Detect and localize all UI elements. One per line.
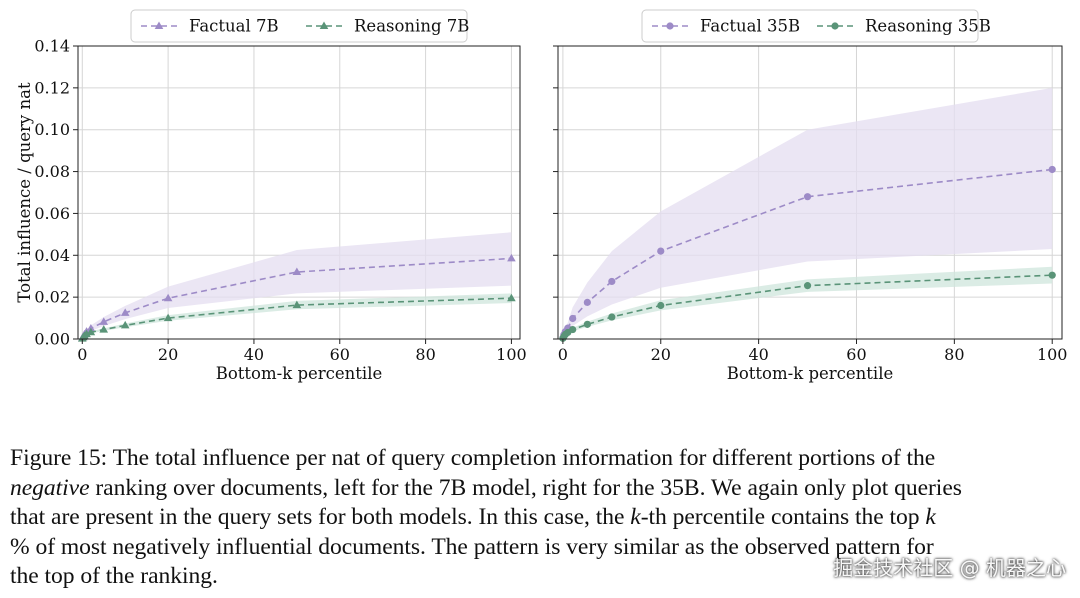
legend: Factual 35B Reasoning 35B <box>641 9 991 43</box>
data-point <box>657 247 665 255</box>
caption-line-3b: -th percentile contains the top <box>640 504 926 530</box>
data-point <box>608 313 616 321</box>
data-point <box>120 308 130 316</box>
data-point <box>99 325 109 333</box>
legend-label: Factual 7B <box>189 17 279 36</box>
data-point <box>507 253 516 262</box>
legend-marker <box>831 22 839 30</box>
figure: 0 20 40 60 80 100 0.00 0.02 0.04 0.06 0.08 0.10 0.12… <box>15 9 1068 383</box>
x-tick-label: 20 <box>158 345 178 364</box>
data-point <box>569 325 577 334</box>
data-point <box>803 282 812 290</box>
x-tick-label: 0 <box>77 345 87 364</box>
data-point <box>1048 165 1056 174</box>
y-tick-label: 0.12 <box>34 78 70 97</box>
legend-box <box>130 9 468 43</box>
x-tick-label: 0 <box>558 345 568 364</box>
watermark: 掘金技术社区 @ 机器之心 <box>833 556 1066 580</box>
x-tick-label: 20 <box>651 345 671 364</box>
caption-k-var-2: k <box>925 504 936 530</box>
y-tick-label: 0.14 <box>34 37 70 56</box>
data-point <box>1048 271 1056 279</box>
legend-box <box>641 9 979 43</box>
x-tick-label: 40 <box>244 345 264 364</box>
confidence-band <box>82 293 512 339</box>
data-point <box>507 293 516 302</box>
legend-marker <box>319 21 329 29</box>
confidence-band <box>562 87 1053 339</box>
data-point <box>583 298 591 306</box>
x-tick-label: 100 <box>1037 345 1068 364</box>
y-axis-label: Total influence / query nat <box>15 82 34 303</box>
figure-caption: Figure 15: The total influence per nat o… <box>10 444 1072 592</box>
y-tick-label: 0.00 <box>34 330 70 349</box>
caption-line-4: % of most negatively influential documen… <box>10 533 934 560</box>
y-tick-label: 0.06 <box>34 204 70 223</box>
legend-marker <box>666 22 674 30</box>
data-point <box>99 317 109 325</box>
data-point <box>608 277 616 286</box>
caption-line-1: Figure 15: The total influence per nat o… <box>10 445 936 471</box>
x-tick-label: 80 <box>944 345 964 364</box>
chart-panel-left: 0 20 40 60 80 100 0.00 0.02 0.04 0.06 0.08 0.10 0.12… <box>15 9 527 383</box>
y-tick-label: 0.02 <box>34 288 70 307</box>
x-tick-label: 60 <box>846 345 866 364</box>
data-point <box>292 300 302 309</box>
x-tick-label: 60 <box>330 345 350 364</box>
data-point <box>120 320 130 329</box>
caption-line-2: ranking over documents, left for the 7B … <box>89 474 962 501</box>
legend-marker <box>154 21 164 29</box>
y-tick-label: 0.08 <box>34 162 70 181</box>
data-point <box>583 320 591 328</box>
confidence-band <box>82 232 512 339</box>
data-point <box>163 293 173 302</box>
data-point <box>86 327 96 336</box>
y-tick-label: 0.10 <box>34 120 70 139</box>
legend-label: Reasoning 7B <box>354 17 469 36</box>
axes-frame <box>557 45 1063 340</box>
x-tick-label: 100 <box>496 345 527 364</box>
data-point <box>86 324 96 332</box>
data-point <box>569 314 577 323</box>
caption-line-3a: that are present in the query sets for b… <box>10 504 631 530</box>
x-axis-label: Bottom-k percentile <box>727 364 894 383</box>
confidence-band <box>562 266 1053 339</box>
data-point <box>82 329 91 338</box>
axes-frame <box>77 45 521 340</box>
legend-label: Factual 35B <box>700 17 800 36</box>
legend-label: Reasoning 35B <box>865 17 991 36</box>
x-axis-label: Bottom-k percentile <box>216 364 383 383</box>
legend: Factual 7B Reasoning 7B <box>130 9 469 43</box>
caption-emphasis: negative <box>10 474 90 501</box>
x-tick-label: 40 <box>748 345 768 364</box>
data-point <box>292 267 302 276</box>
data-point <box>657 301 665 310</box>
x-tick-label: 80 <box>415 345 435 364</box>
caption-line-5: the top of the ranking. <box>10 563 218 589</box>
caption-k-var: k <box>630 504 641 530</box>
y-tick-label: 0.04 <box>34 246 70 265</box>
data-point <box>803 193 812 201</box>
chart-panel-right: 0 20 40 60 80 100 Bottom-k percentile Factual 3… <box>553 9 1068 383</box>
data-point <box>163 313 173 322</box>
